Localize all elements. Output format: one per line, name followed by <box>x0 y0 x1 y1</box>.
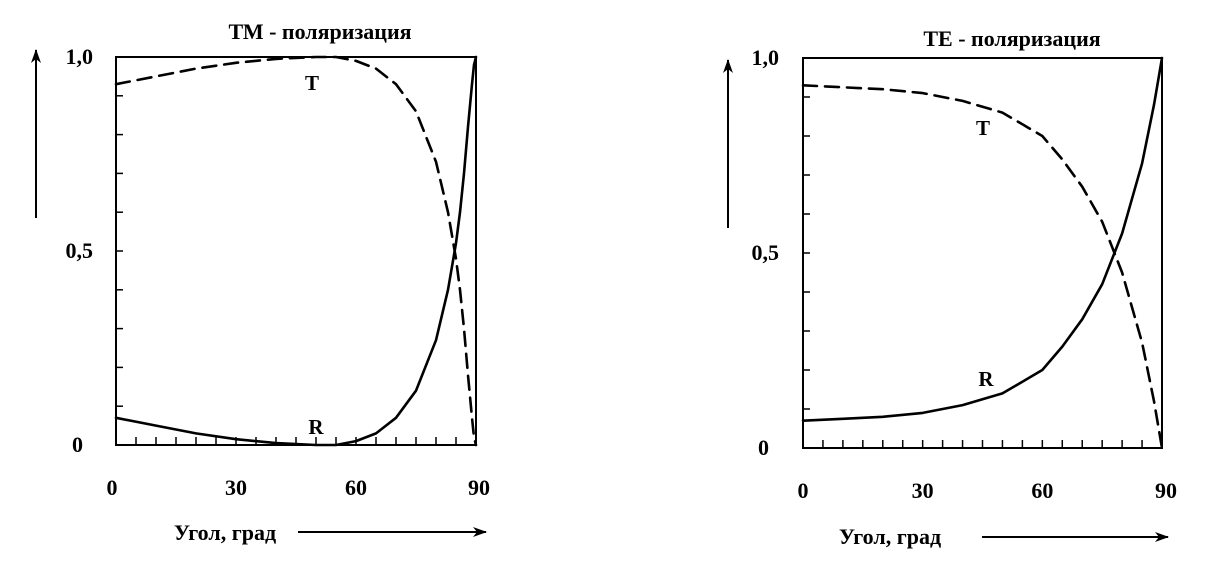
y-tick-label: 1,0 <box>752 45 780 70</box>
chart-title: ТЕ - поляризация <box>923 26 1100 51</box>
chart-title: ТМ - поляризация <box>228 19 411 44</box>
series-line-r <box>801 56 1164 422</box>
x-tick-label: 90 <box>1155 478 1177 503</box>
x-tick-label: 0 <box>798 478 809 503</box>
x-axis-label: Угол, град <box>839 524 941 549</box>
x-axis-label: Угол, град <box>174 520 276 545</box>
x-tick-label: 60 <box>1031 478 1053 503</box>
series-label-r: R <box>308 415 324 439</box>
y-tick-label: 1,0 <box>66 44 94 69</box>
y-tick-label: 0,5 <box>752 240 780 265</box>
y-tick-label: 0,5 <box>66 238 94 263</box>
series-line-r <box>114 55 478 447</box>
x-tick-label: 60 <box>345 475 367 500</box>
series-label-t: T <box>976 116 990 140</box>
y-tick-label: 0 <box>72 432 83 457</box>
chart-te-polarization: ТЕ - поляризация 0 30 60 90 0 0,5 1,0 Угол, град… <box>723 26 1177 549</box>
x-tick-label: 30 <box>225 475 247 500</box>
series-line-t <box>801 84 1164 450</box>
x-tick-label: 30 <box>912 478 934 503</box>
chart-tm-polarization: ТМ - поляризация 0 30 60 90 0 0,5 1,0 Угол, град… <box>31 19 490 545</box>
series-line-t <box>114 55 478 447</box>
x-tick-label: 0 <box>107 475 118 500</box>
y-tick-label: 0 <box>758 435 769 460</box>
series-label-t: T <box>305 71 319 95</box>
plot-frame <box>115 56 477 446</box>
series-label-r: R <box>978 367 994 391</box>
x-tick-label: 90 <box>468 475 490 500</box>
